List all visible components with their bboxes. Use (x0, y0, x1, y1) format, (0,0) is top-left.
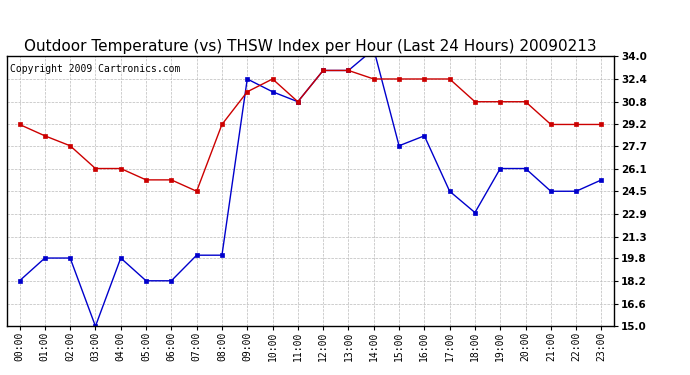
Text: Copyright 2009 Cartronics.com: Copyright 2009 Cartronics.com (10, 64, 180, 74)
Title: Outdoor Temperature (vs) THSW Index per Hour (Last 24 Hours) 20090213: Outdoor Temperature (vs) THSW Index per … (24, 39, 597, 54)
